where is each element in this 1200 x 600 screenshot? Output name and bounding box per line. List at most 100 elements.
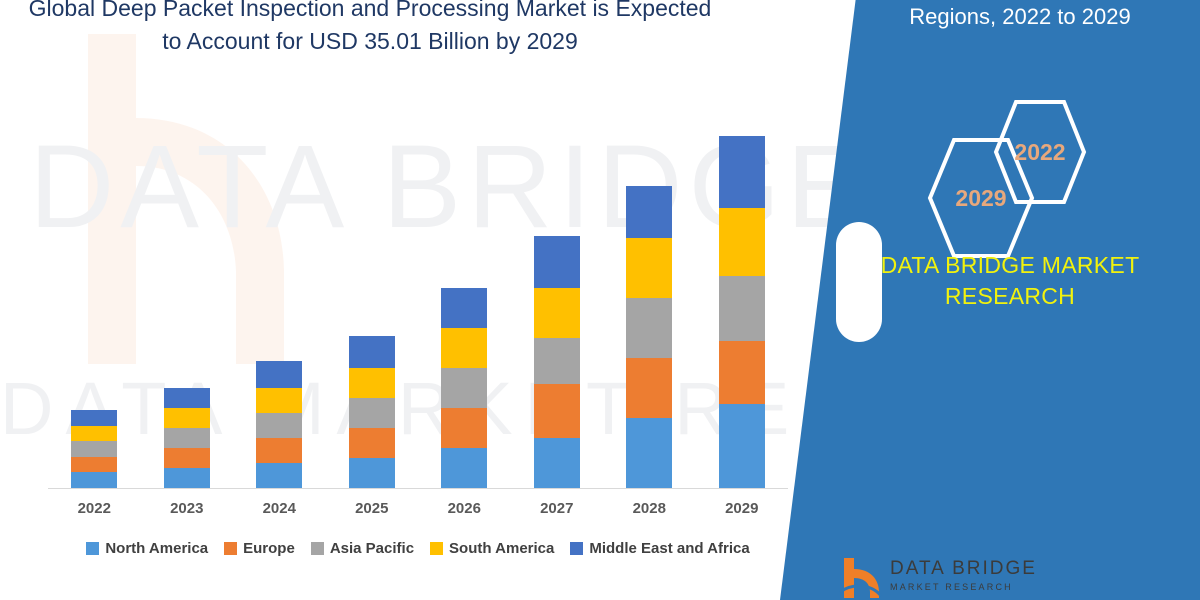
x-tick-2025: 2025 <box>355 500 389 517</box>
bar-segment <box>626 297 673 358</box>
bar-column-2025 <box>327 108 417 488</box>
hexagon-badge-2022-label: 2022 <box>1014 138 1066 165</box>
panel-brand-line2: RESEARCH <box>944 283 1076 309</box>
bar-segment <box>71 472 118 488</box>
x-tick-2022: 2022 <box>77 500 111 517</box>
bar-segment <box>533 287 580 338</box>
bar-segment <box>256 462 303 488</box>
legend-label: Asia Pacific <box>329 540 415 557</box>
legend-swatch-icon <box>570 542 584 555</box>
stacked-bar <box>348 335 395 488</box>
bar-segment <box>348 457 395 488</box>
footer-logo-name: DATA BRIDGE <box>890 558 1037 579</box>
x-tick-2028: 2028 <box>632 500 666 517</box>
hexagon-badge-2029-label: 2029 <box>955 184 1007 211</box>
bar-segment <box>348 397 395 428</box>
x-axis-line <box>48 488 788 489</box>
bar-segment <box>163 428 210 448</box>
right-info-panel: and Processing Market, By Regions, 2022 … <box>780 0 1200 600</box>
bar-segment <box>71 410 118 426</box>
bar-segment <box>718 207 765 276</box>
bar-segment <box>718 136 765 208</box>
bar-segment <box>718 275 765 341</box>
x-tick-2026: 2026 <box>447 500 481 517</box>
hexagon-badge-2029: 2029 <box>926 136 1036 260</box>
legend-swatch-icon <box>310 542 324 555</box>
data-bridge-logo-icon <box>838 556 883 600</box>
bar-column-2027 <box>512 108 602 488</box>
bar-segment <box>256 412 303 438</box>
stacked-bar <box>256 360 303 488</box>
bar-segment <box>256 437 303 463</box>
bar-column-2026 <box>419 108 509 488</box>
legend-item-south-america[interactable]: South America <box>430 540 554 557</box>
bar-segment <box>441 287 488 328</box>
bar-segment <box>256 387 303 413</box>
bar-column-2023 <box>142 108 232 488</box>
x-tick-2024: 2024 <box>262 500 296 517</box>
bar-segment <box>348 335 395 368</box>
legend-item-north-america[interactable]: North America <box>86 540 208 557</box>
legend-item-europe[interactable]: Europe <box>224 540 295 557</box>
bar-segment <box>163 408 210 428</box>
footer-logo-subtitle: MARKET RESEARCH <box>890 582 1013 592</box>
bar-column-2029 <box>697 108 787 488</box>
legend-item-asia-pacific[interactable]: Asia Pacific <box>310 540 415 557</box>
chart-legend: North America Europe Asia Pacific South Ame… <box>48 540 788 557</box>
legend-label: South America <box>449 540 555 557</box>
bar-segment <box>163 468 210 488</box>
x-axis-tick-labels: 2022 2023 2024 2025 2026 2027 2028 2029 <box>48 500 788 517</box>
x-tick-2023: 2023 <box>170 500 204 517</box>
footer-logo-text: DATA BRIDGE MARKET RESEARCH <box>890 556 1037 593</box>
bar-segment <box>533 437 580 488</box>
bar-segment <box>626 417 673 488</box>
legend-label: Europe <box>243 540 295 557</box>
panel-brand-line1: DATA BRIDGE MARKET <box>880 252 1140 278</box>
stacked-bar <box>718 136 765 488</box>
bar-segment <box>533 235 580 288</box>
bar-column-2022 <box>49 108 139 488</box>
bar-segment <box>533 383 580 438</box>
stacked-bar <box>71 410 118 488</box>
bar-group <box>48 108 788 488</box>
panel-brand-text: DATA BRIDGE MARKET RESEARCH <box>820 250 1200 312</box>
stacked-bar <box>533 235 580 488</box>
legend-swatch-icon <box>430 542 444 555</box>
panel-title-line2: Regions, 2022 to 2029 <box>909 4 1131 29</box>
hexagon-badge-2022: 2022 <box>992 98 1088 206</box>
bar-segment <box>441 407 488 448</box>
legend-label: North America <box>105 540 209 557</box>
stacked-bar <box>441 287 488 488</box>
bar-segment <box>718 403 765 488</box>
stacked-bar-chart: 2022 2023 2024 2025 2026 2027 2028 2029 North A… <box>48 108 788 557</box>
x-tick-2029: 2029 <box>725 500 759 517</box>
bar-segment <box>626 237 673 298</box>
bar-segment <box>348 367 395 398</box>
footer-logo: DATA BRIDGE MARKET RESEARCH <box>838 556 1068 600</box>
bar-segment <box>163 388 210 408</box>
bar-segment <box>71 456 118 473</box>
legend-swatch-icon <box>86 542 100 555</box>
legend-swatch-icon <box>224 542 238 555</box>
legend-label: Middle East and Africa <box>589 540 750 557</box>
bar-segment <box>441 367 488 408</box>
bar-segment <box>163 448 210 468</box>
page-title-line2: to Account for USD 35.01 Billion by 2029 <box>162 28 578 54</box>
bar-segment <box>626 357 673 418</box>
bar-segment <box>348 427 395 458</box>
hexagon-badges: 2022 2029 <box>780 92 1200 258</box>
stacked-bar <box>626 185 673 488</box>
bar-segment <box>441 447 488 488</box>
legend-item-middle-east-and-africa[interactable]: Middle East and Africa <box>570 540 750 557</box>
panel-notch-decoration <box>836 222 882 342</box>
x-tick-2027: 2027 <box>540 500 574 517</box>
bar-column-2024 <box>234 108 324 488</box>
bar-segment <box>441 327 488 368</box>
bar-segment <box>256 360 303 388</box>
bar-segment <box>71 425 118 442</box>
page-title: Global Deep Packet Inspection and Proces… <box>0 0 740 58</box>
bar-segment <box>71 441 118 457</box>
page-title-line1: Global Deep Packet Inspection and Proces… <box>28 0 712 21</box>
bar-segment <box>533 337 580 384</box>
